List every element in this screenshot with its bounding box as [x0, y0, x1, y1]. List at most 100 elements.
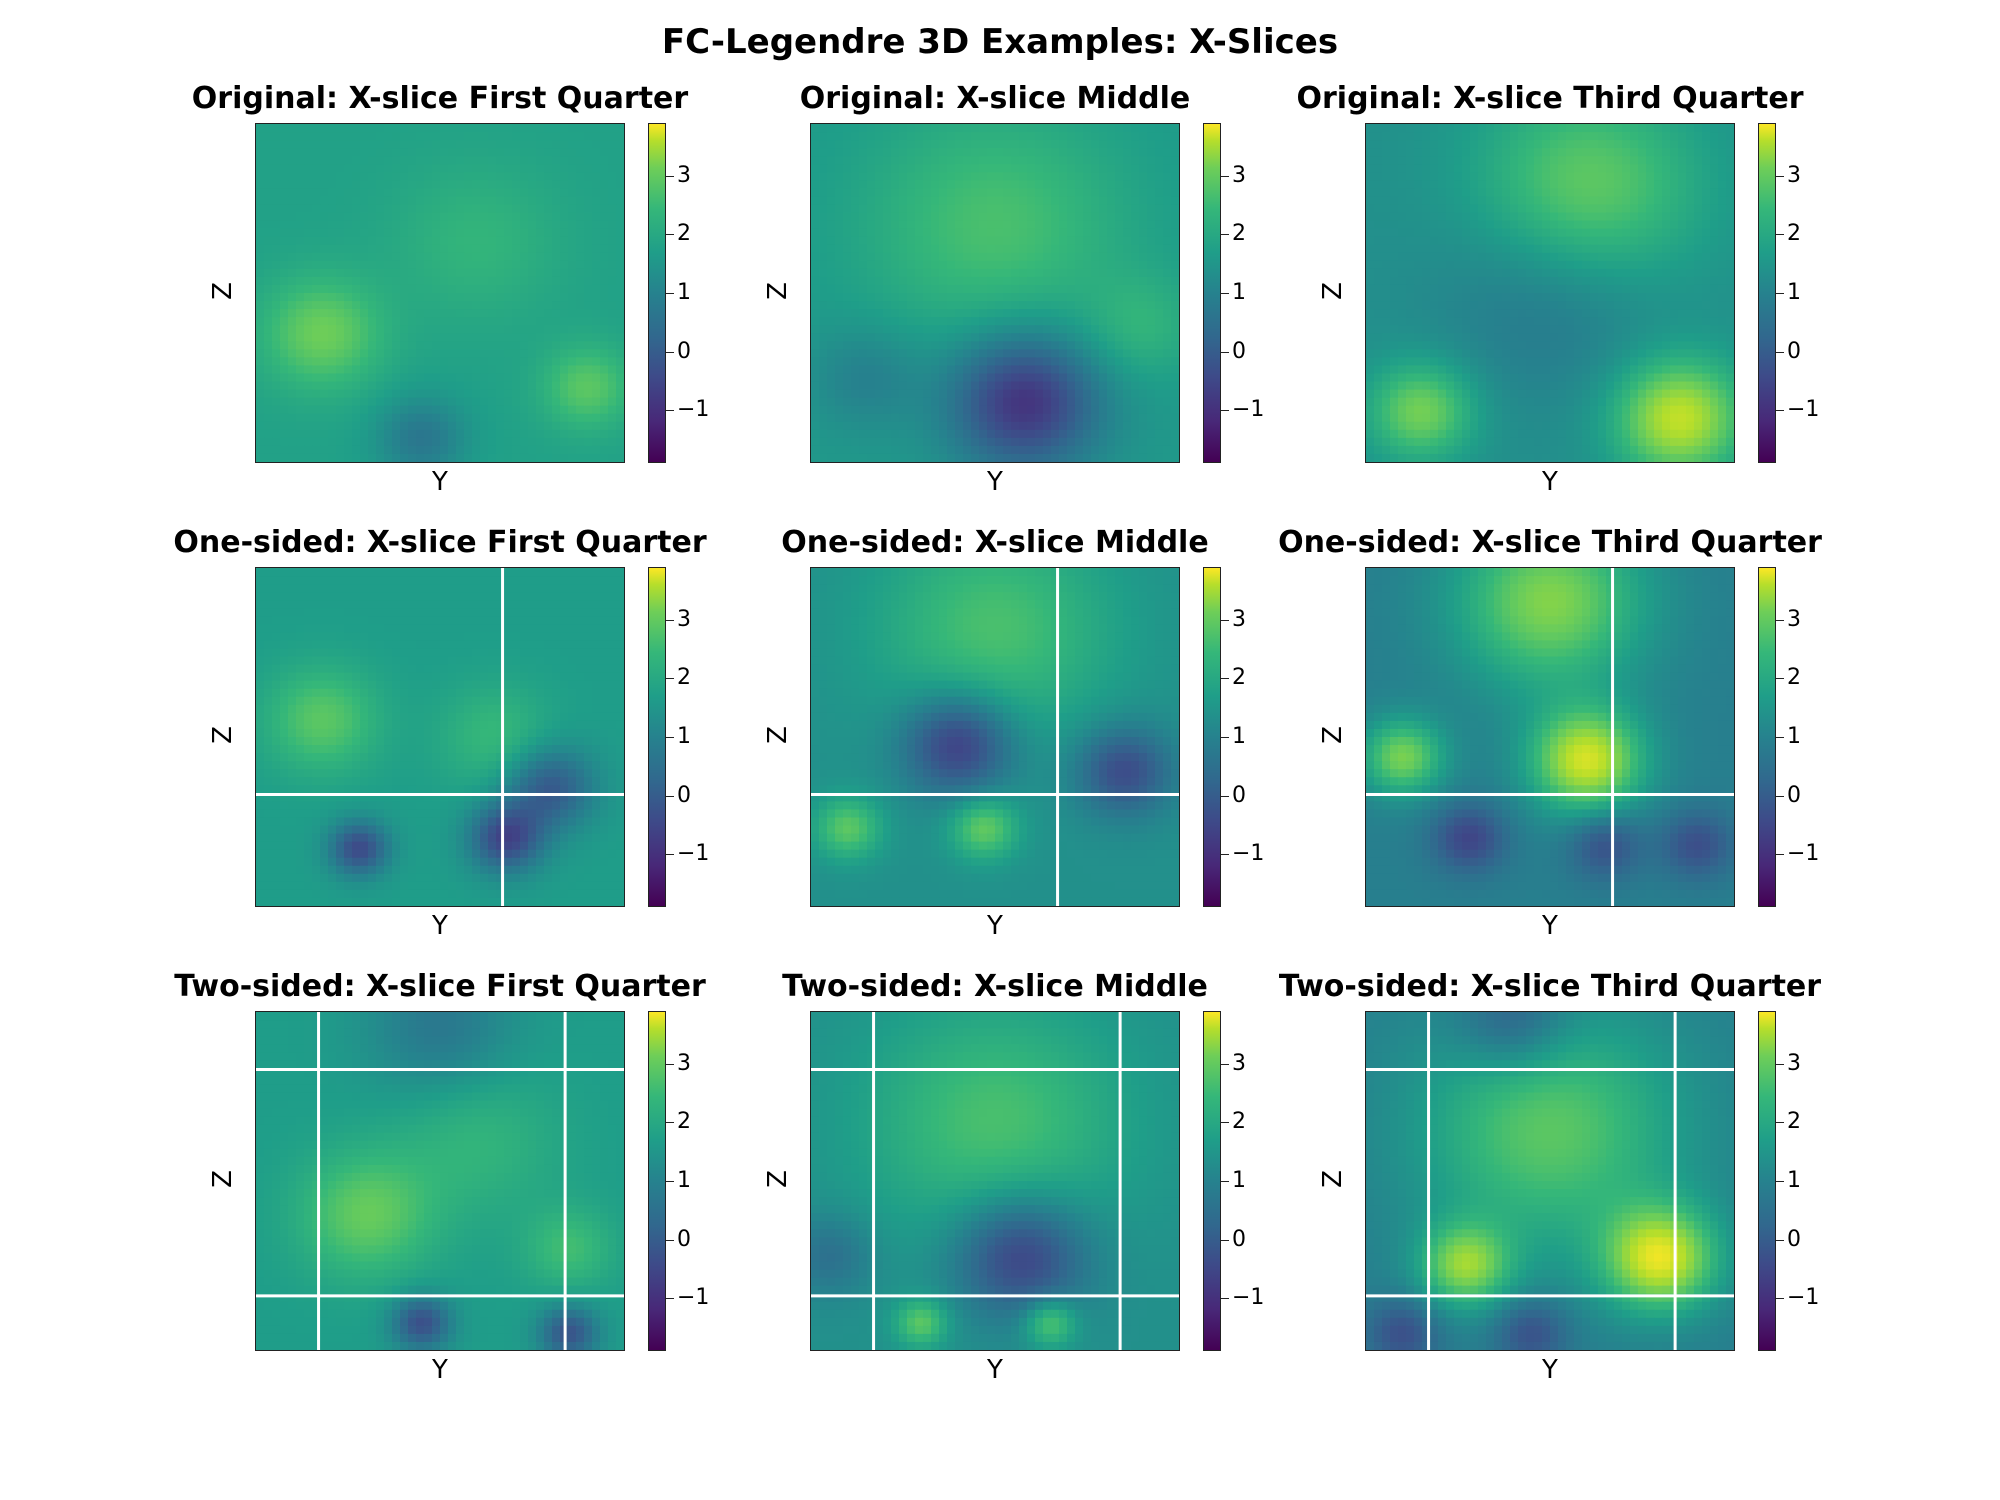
heatmap-cell [1590, 309, 1599, 318]
heatmap-cell [995, 437, 1004, 447]
heatmap-cell [608, 228, 617, 238]
colorbar-tick [1221, 293, 1229, 294]
heatmap-cell [931, 309, 940, 318]
heatmap-cell [1382, 293, 1391, 302]
heatmap-cell [1163, 389, 1172, 399]
heatmap-cell [312, 188, 321, 198]
heatmap-cell [264, 445, 273, 455]
heatmap-cell [616, 301, 624, 310]
heatmap-cell [1462, 140, 1471, 149]
heatmap-cell [320, 389, 329, 399]
heatmap-cell [280, 341, 289, 350]
heatmap-cell [899, 373, 908, 383]
heatmap-cell [312, 284, 321, 294]
heatmap-cell [1067, 421, 1076, 431]
heatmap-cell [1686, 220, 1695, 230]
heatmap-cell [1131, 301, 1140, 310]
heatmap-cell [320, 357, 329, 367]
heatmap-cell [616, 124, 624, 133]
heatmap-cell [552, 301, 561, 310]
heatmap-cell [1147, 437, 1156, 447]
heatmap-cell [1542, 172, 1551, 181]
heatmap-cell [560, 252, 569, 262]
heatmap-cell [544, 228, 553, 238]
heatmap-cell [488, 276, 497, 286]
heatmap-cell [963, 244, 972, 254]
heatmap-cell [400, 140, 409, 149]
heatmap-cell [376, 309, 385, 318]
heatmap-cell [464, 236, 473, 246]
heatmap-cell [1662, 124, 1671, 133]
heatmap-cell [1654, 148, 1663, 157]
heatmap-cell [1115, 156, 1124, 165]
heatmap-cell [1171, 284, 1179, 294]
heatmap-cell [376, 172, 385, 181]
heatmap-cell [1462, 276, 1471, 286]
heatmap-cell [400, 333, 409, 342]
heatmap-cell [1131, 164, 1140, 173]
heatmap-cell [1526, 244, 1535, 254]
heatmap-cell [915, 236, 924, 246]
heatmap-cell [1155, 140, 1164, 149]
heatmap-cell [1502, 140, 1511, 149]
heatmap-cell [504, 260, 513, 270]
heatmap-cell [963, 196, 972, 206]
heatmap-cell [504, 429, 513, 439]
heatmap-cell [608, 236, 617, 246]
colorbar-tick [666, 410, 674, 412]
heatmap-cell [1366, 276, 1375, 286]
heatmap-cell [1163, 156, 1172, 165]
heatmap-cell [328, 188, 337, 198]
heatmap-cell [1099, 164, 1108, 173]
heatmap-cell [592, 325, 601, 334]
heatmap-cell [1139, 333, 1148, 342]
heatmap-cell [843, 132, 852, 141]
heatmap-cell [552, 325, 561, 334]
heatmap-cell [1075, 413, 1084, 423]
heatmap-cell [1011, 365, 1020, 375]
heatmap-cell [1131, 357, 1140, 367]
heatmap-cell [1099, 333, 1108, 342]
heatmap-cell [811, 421, 820, 431]
heatmap-cell [312, 252, 321, 262]
heatmap-cell [947, 276, 956, 286]
heatmap-cell [955, 180, 964, 189]
heatmap-cell [528, 293, 537, 302]
heatmap-cell [827, 389, 836, 399]
heatmap-cell [947, 244, 956, 254]
heatmap-cell [256, 365, 265, 375]
heatmap-cell [811, 437, 820, 447]
heatmap-cell [835, 445, 844, 455]
heatmap-cell [368, 293, 377, 302]
heatmap-cell [1027, 357, 1036, 367]
heatmap-cell [859, 228, 868, 238]
heatmap-cell [256, 148, 265, 157]
heatmap-cell [1011, 132, 1020, 141]
heatmap-cell [1011, 228, 1020, 238]
heatmap-cell [955, 148, 964, 157]
heatmap-cell [568, 164, 577, 173]
heatmap-cell [584, 244, 593, 254]
heatmap-cell [1502, 244, 1511, 254]
heatmap-cell [891, 276, 900, 286]
heatmap-cell [1035, 357, 1044, 367]
heatmap-cell [1598, 140, 1607, 149]
heatmap-cell [1654, 196, 1663, 206]
heatmap-cell [536, 284, 545, 294]
heatmap-cell [835, 284, 844, 294]
heatmap-cell [592, 349, 601, 358]
heatmap-cell [955, 293, 964, 302]
heatmap-cell [288, 188, 297, 198]
heatmap-cell [512, 389, 521, 399]
heatmap-cell [256, 381, 265, 391]
heatmap-cell [995, 389, 1004, 399]
heatmap-cell [1702, 220, 1711, 230]
heatmap-cell [1115, 325, 1124, 334]
heatmap-cell [512, 397, 521, 407]
heatmap-cell [1171, 140, 1179, 149]
heatmap-cell [344, 437, 353, 447]
heatmap-cell [1155, 252, 1164, 262]
heatmap-cell [264, 293, 273, 302]
heatmap-cell [528, 156, 537, 165]
colorbar-tick-label: 2 [677, 221, 691, 247]
